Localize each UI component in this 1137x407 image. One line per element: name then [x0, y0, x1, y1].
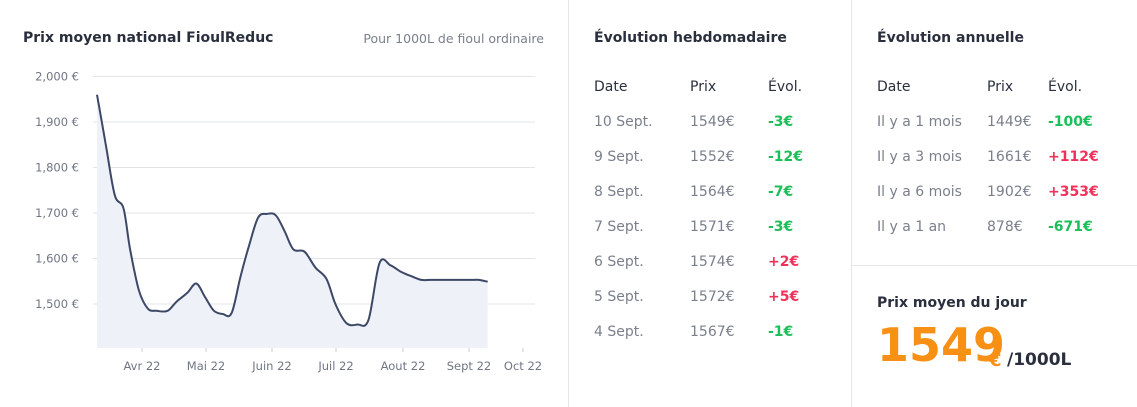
- x-tick-label: Juin 22: [251, 359, 291, 373]
- annual-table: Date Prix Évol. Il y a 1 mois 1449€ -100€ I…: [877, 69, 1108, 244]
- row-price: 1549€: [690, 113, 735, 130]
- weekly-title: Évolution hebdomadaire: [594, 30, 787, 46]
- y-tick-label: 2,000 €: [35, 70, 79, 84]
- row-price: 1571€: [690, 218, 735, 235]
- row-date: Il y a 6 mois: [877, 183, 962, 200]
- row-price: 1572€: [690, 288, 735, 305]
- table-row: Il y a 1 an 878€ -671€: [877, 209, 1108, 244]
- date-column-header: Date: [877, 78, 911, 95]
- x-tick-label: Juil 22: [317, 359, 353, 373]
- today-price-value: 1549: [877, 318, 1006, 372]
- section-divider: [852, 265, 1137, 266]
- x-tick-label: Mai 22: [187, 359, 225, 373]
- chart-title: Prix moyen national FioulReduc: [23, 30, 274, 46]
- date-column-header: Date: [594, 78, 628, 95]
- row-price: 1567€: [690, 323, 735, 340]
- today-price-currency: €: [989, 350, 1002, 371]
- y-tick-label: 1,500 €: [35, 297, 79, 311]
- table-row: 9 Sept. 1552€ -12€: [594, 139, 828, 174]
- y-tick-label: 1,600 €: [35, 252, 79, 266]
- chart-subtitle: Pour 1000L de fioul ordinaire: [363, 31, 544, 46]
- x-tick-label: Aout 22: [381, 359, 426, 373]
- row-date: Il y a 1 mois: [877, 113, 962, 130]
- weekly-table: Date Prix Évol. 10 Sept. 1549€ -3€ 9 Sept. 1…: [594, 69, 828, 349]
- table-row: 4 Sept. 1567€ -1€: [594, 314, 828, 349]
- row-date: 9 Sept.: [594, 148, 644, 165]
- row-price: 1564€: [690, 183, 735, 200]
- row-date: 10 Sept.: [594, 113, 653, 130]
- annual-and-today-panel: Évolution annuelle Date Prix Évol. Il y …: [851, 0, 1137, 407]
- row-date: 5 Sept.: [594, 288, 644, 305]
- row-price: 878€: [987, 218, 1023, 235]
- row-price: 1552€: [690, 148, 735, 165]
- row-evolution: -1€: [768, 323, 794, 340]
- row-evolution: +2€: [768, 253, 800, 270]
- row-evolution: -7€: [768, 183, 794, 200]
- row-price: 1902€: [987, 183, 1032, 200]
- table-row: 6 Sept. 1574€ +2€: [594, 244, 828, 279]
- price-line: [96, 94, 488, 327]
- today-title: Prix moyen du jour: [877, 295, 1027, 311]
- row-date: Il y a 3 mois: [877, 148, 962, 165]
- row-evolution: -100€: [1048, 113, 1093, 130]
- row-evolution: +353€: [1048, 183, 1099, 200]
- price-column-header: Prix: [690, 78, 717, 95]
- table-row: 7 Sept. 1571€ -3€: [594, 209, 828, 244]
- price-chart-panel: Prix moyen national FioulReduc Pour 1000…: [0, 0, 568, 407]
- row-evolution: -671€: [1048, 218, 1093, 235]
- table-row: Il y a 3 mois 1661€ +112€: [877, 139, 1108, 174]
- table-row: Il y a 6 mois 1902€ +353€: [877, 174, 1108, 209]
- table-row: Il y a 1 mois 1449€ -100€: [877, 104, 1108, 139]
- row-evolution: -3€: [768, 113, 794, 130]
- row-date: 4 Sept.: [594, 323, 644, 340]
- price-chart: 1,500 € 1,600 € 1,700 € 1,800 € 1,900 € 2,000…: [35, 70, 542, 374]
- row-evolution: +5€: [768, 288, 800, 305]
- x-axis-labels: Avr 22 Mai 22 Juin 22 Juil 22 Aout 22 Sept 22…: [123, 348, 542, 373]
- table-row: 5 Sept. 1572€ +5€: [594, 279, 828, 314]
- x-tick-label: Sept 22: [447, 359, 491, 373]
- row-date: 8 Sept.: [594, 183, 644, 200]
- x-tick-label: Avr 22: [123, 359, 160, 373]
- row-price: 1661€: [987, 148, 1032, 165]
- today-price-unit: /1000L: [1007, 350, 1072, 370]
- y-tick-label: 1,900 €: [35, 115, 79, 129]
- row-date: 7 Sept.: [594, 218, 644, 235]
- x-tick-label: Oct 22: [504, 359, 542, 373]
- weekly-evolution-panel: Évolution hebdomadaire Date Prix Évol. 1…: [568, 0, 851, 407]
- annual-title: Évolution annuelle: [877, 30, 1024, 46]
- y-axis-labels: 1,500 € 1,600 € 1,700 € 1,800 € 1,900 € 2,000…: [35, 70, 79, 312]
- row-evolution: -12€: [768, 148, 804, 165]
- table-row: 10 Sept. 1549€ -3€: [594, 104, 828, 139]
- weekly-header-row: Date Prix Évol.: [594, 69, 828, 104]
- row-evolution: +112€: [1048, 148, 1099, 165]
- evolution-column-header: Évol.: [1048, 78, 1083, 95]
- row-price: 1574€: [690, 253, 735, 270]
- y-tick-label: 1,700 €: [35, 206, 79, 220]
- row-evolution: -3€: [768, 218, 794, 235]
- row-price: 1449€: [987, 113, 1032, 130]
- table-row: 8 Sept. 1564€ -7€: [594, 174, 828, 209]
- price-column-header: Prix: [987, 78, 1014, 95]
- row-date: 6 Sept.: [594, 253, 644, 270]
- annual-header-row: Date Prix Évol.: [877, 69, 1108, 104]
- row-date: Il y a 1 an: [877, 218, 947, 235]
- y-tick-label: 1,800 €: [35, 161, 79, 175]
- evolution-column-header: Évol.: [768, 78, 803, 95]
